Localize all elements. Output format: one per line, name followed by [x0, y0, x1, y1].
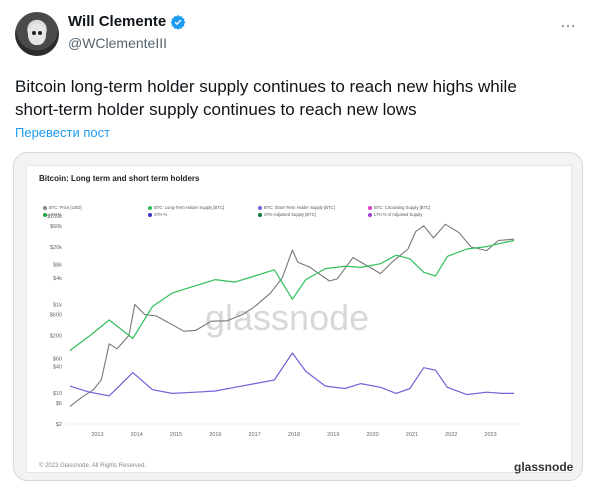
- x-tick-label: 2023: [484, 432, 496, 438]
- legend-label: STH-Adjusted Supply [BTC]: [264, 212, 316, 217]
- y-left-tick-label: $8k: [53, 263, 62, 269]
- y-left-tick-label: $60: [53, 357, 62, 363]
- x-tick-label: 2016: [209, 432, 221, 438]
- x-tick-label: 2017: [249, 432, 261, 438]
- legend-label: STH %: [154, 212, 168, 217]
- y-left-tick-label: $200: [50, 333, 62, 339]
- x-tick-label: 2022: [445, 432, 457, 438]
- y-left-tick-label: $20k: [50, 245, 62, 251]
- avatar-eye-right: [38, 31, 42, 35]
- more-options-icon[interactable]: …: [560, 14, 577, 31]
- translate-post-link[interactable]: Перевести пост: [15, 125, 111, 140]
- legend-dot: [148, 212, 152, 217]
- legend-item-sth-supply: BTC: Short-Term Holder Supply [BTC]: [258, 205, 335, 210]
- chart-watermark: glassnode: [205, 297, 369, 338]
- x-tick-label: 2019: [327, 432, 339, 438]
- y-left-tick-label: $1k: [53, 303, 62, 309]
- legend-dot: [148, 205, 152, 210]
- avatar[interactable]: [15, 12, 59, 56]
- y-left-tick-label: $100k: [47, 214, 62, 220]
- series-line-lth-supply: [69, 239, 515, 352]
- chart-plot: glassnode 2013 2014 2015 2016 2017 2018 2019 202…: [47, 214, 520, 438]
- y-left-tick-label: $6: [56, 401, 62, 407]
- x-tick-label: 2020: [366, 432, 378, 438]
- y-left-tick-label: $600: [50, 312, 62, 318]
- x-tick-label: 2015: [170, 432, 182, 438]
- legend-label: LTH %: [49, 212, 62, 217]
- legend-item-lth-pct: LTH %: [43, 212, 62, 217]
- x-tick-label: 2018: [288, 432, 300, 438]
- legend-dot: [43, 212, 47, 217]
- x-tick-label: 2014: [131, 432, 143, 438]
- y-left-tick-label: $40: [53, 364, 62, 370]
- verified-badge-icon: [170, 14, 186, 30]
- tweet-media-image[interactable]: Bitcoin: Long term and short term holder…: [13, 152, 583, 481]
- y-left-tick-label: $2: [56, 422, 62, 428]
- legend-dot: [368, 212, 372, 217]
- glassnode-logo: glassnode: [514, 460, 574, 474]
- series-line-sth-supply: [69, 352, 515, 397]
- legend-item-price: BTC: Price [USD]: [43, 205, 82, 210]
- legend-item-sth-pct: STH %: [148, 212, 167, 217]
- legend-label: BTC: Short-Term Holder Supply [BTC]: [264, 205, 335, 210]
- series-line-price: [69, 223, 515, 407]
- legend-item-sth-adjusted: STH-Adjusted Supply [BTC]: [258, 212, 316, 217]
- tweet-text: Bitcoin long-term holder supply continue…: [15, 75, 580, 121]
- y-left-tick-label: $60k: [50, 224, 62, 230]
- chart-title: Bitcoin: Long term and short term holder…: [39, 174, 200, 183]
- avatar-eye-left: [32, 31, 36, 35]
- y-left-tick-label: $4k: [53, 276, 62, 282]
- legend-dot: [258, 212, 262, 217]
- chart-copyright: © 2023 Glassnode. All Rights Reserved.: [39, 463, 147, 469]
- legend-dot: [368, 205, 372, 210]
- x-tick-label: 2021: [406, 432, 418, 438]
- legend-item-lth-adjusted: LTH % of Adjusted Supply: [368, 212, 422, 217]
- legend-dot: [258, 205, 262, 210]
- tweet-text-line: Bitcoin long-term holder supply continue…: [15, 77, 517, 96]
- legend-label: BTC: Price [USD]: [49, 205, 82, 210]
- author-handle[interactable]: @WClementeIII: [68, 35, 168, 51]
- legend-label: BTC: Circulating Supply [BTC]: [374, 205, 431, 210]
- chart-card: Bitcoin: Long term and short term holder…: [26, 165, 574, 474]
- author-name-row: Will Clemente: [68, 13, 186, 30]
- y-left-tick-label: $10: [53, 391, 62, 397]
- legend-label: LTH % of Adjusted Supply: [374, 212, 423, 217]
- legend-item-circulating: BTC: Circulating Supply [BTC]: [368, 205, 430, 210]
- tweet-text-line: short-term holder supply continues to re…: [15, 100, 417, 119]
- avatar-face: [28, 23, 46, 45]
- legend-item-lth-supply: BTC: Long-Term Holder Supply [BTC]: [148, 205, 224, 210]
- author-display-name[interactable]: Will Clemente: [68, 13, 167, 30]
- legend-label: BTC: Long-Term Holder Supply [BTC]: [154, 205, 225, 210]
- x-tick-label: 2013: [91, 432, 103, 438]
- legend-dot: [43, 205, 47, 210]
